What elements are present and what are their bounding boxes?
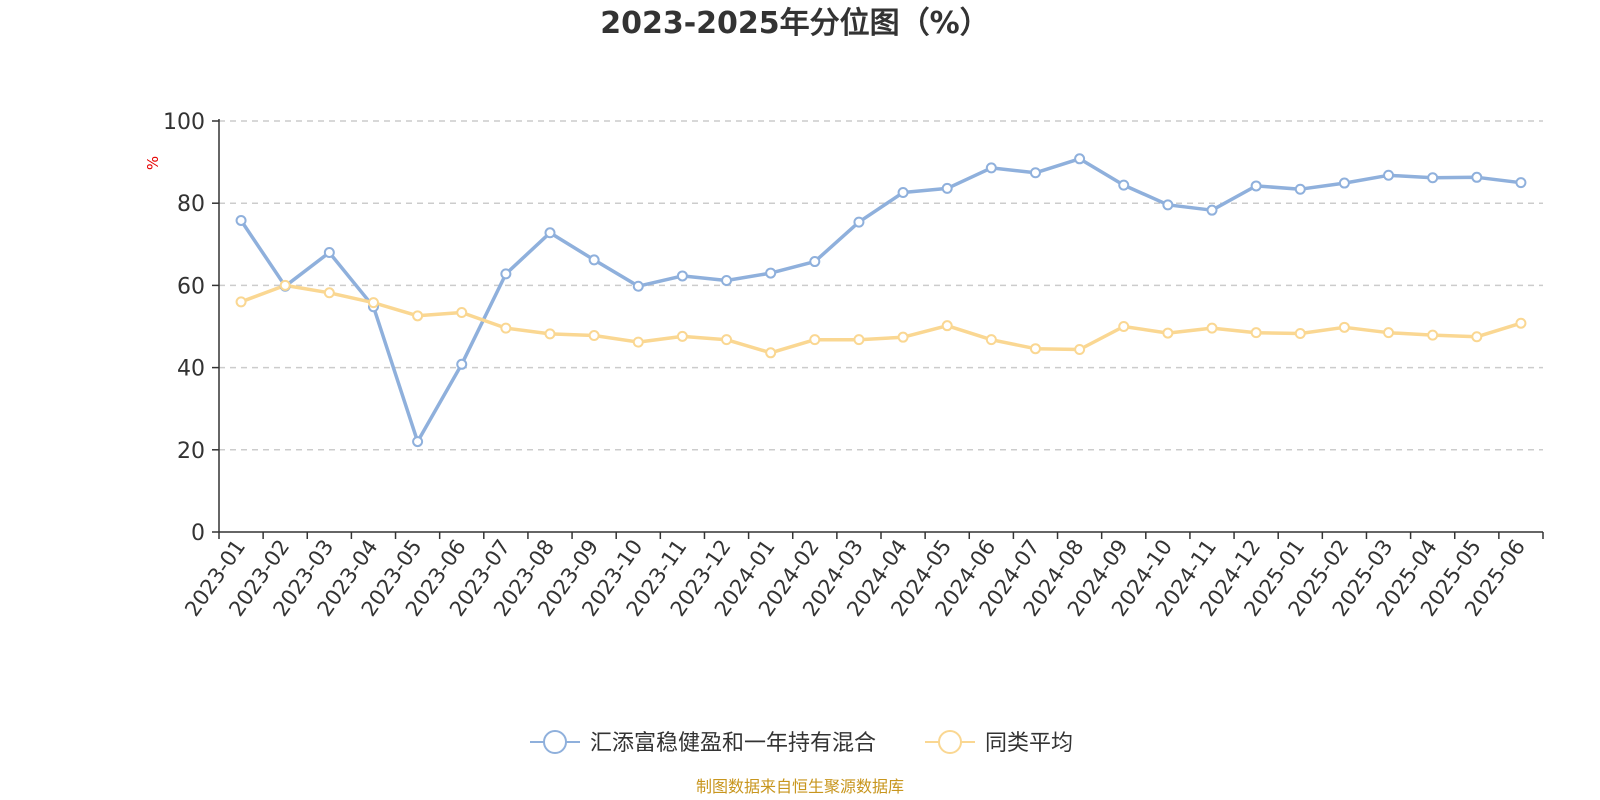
data-point-0[interactable] <box>897 187 909 199</box>
data-point-0[interactable] <box>676 270 688 282</box>
data-point-0[interactable] <box>1162 199 1174 211</box>
data-point-1[interactable] <box>500 322 512 334</box>
data-point-0[interactable] <box>412 436 424 448</box>
y-axis-unit: % <box>144 156 162 170</box>
data-point-1[interactable] <box>765 347 777 359</box>
data-point-0[interactable] <box>588 254 600 266</box>
data-point-1[interactable] <box>1162 327 1174 339</box>
data-point-0[interactable] <box>941 182 953 194</box>
data-point-1[interactable] <box>1515 317 1527 329</box>
data-point-1[interactable] <box>1206 322 1218 334</box>
data-point-1[interactable] <box>1118 321 1130 332</box>
data-point-0[interactable] <box>1427 172 1439 184</box>
data-point-1[interactable] <box>279 279 291 291</box>
data-point-0[interactable] <box>1074 153 1086 165</box>
y-tick-label: 60 <box>177 274 205 299</box>
data-point-0[interactable] <box>1118 179 1130 191</box>
data-point-0[interactable] <box>235 214 247 226</box>
data-point-1[interactable] <box>632 336 644 348</box>
data-point-0[interactable] <box>1338 177 1350 189</box>
legend-circle-marker <box>938 730 962 754</box>
grid-lines <box>219 120 1543 451</box>
chart-title: 2023-2025年分位图（%） <box>600 6 990 41</box>
data-point-1[interactable] <box>367 297 379 309</box>
data-point-0[interactable] <box>323 247 335 259</box>
series-line-0 <box>239 157 1522 444</box>
data-point-1[interactable] <box>1074 344 1086 356</box>
y-tick-label: 80 <box>177 192 205 217</box>
data-point-1[interactable] <box>544 328 556 340</box>
data-point-0[interactable] <box>1515 177 1527 189</box>
series-lines <box>239 157 1522 444</box>
data-point-1[interactable] <box>235 296 247 308</box>
data-point-0[interactable] <box>1250 180 1262 192</box>
data-point-0[interactable] <box>500 268 512 280</box>
data-point-1[interactable] <box>588 330 600 342</box>
legend-item-1[interactable]: 同类平均 <box>925 730 1073 756</box>
y-tick-label: 20 <box>177 439 205 464</box>
data-point-1[interactable] <box>985 334 997 346</box>
legend-item-0[interactable]: 汇添富稳健盈和一年持有混合 <box>530 730 876 756</box>
data-point-0[interactable] <box>1029 167 1041 179</box>
data-point-0[interactable] <box>544 227 556 239</box>
legend-label: 同类平均 <box>985 731 1073 756</box>
data-point-1[interactable] <box>1250 327 1262 339</box>
data-point-1[interactable] <box>897 331 909 343</box>
data-point-0[interactable] <box>632 280 644 292</box>
data-point-0[interactable] <box>809 256 821 268</box>
data-point-1[interactable] <box>1471 331 1483 343</box>
data-point-0[interactable] <box>1471 171 1483 183</box>
series-points <box>235 153 1527 448</box>
data-point-0[interactable] <box>1206 204 1218 216</box>
data-point-1[interactable] <box>1029 343 1041 355</box>
data-point-1[interactable] <box>1338 321 1350 333</box>
data-point-1[interactable] <box>721 334 733 346</box>
legend[interactable]: 汇添富稳健盈和一年持有混合 同类平均 <box>530 730 1073 756</box>
data-point-0[interactable] <box>853 216 865 228</box>
data-point-0[interactable] <box>1294 183 1306 195</box>
data-point-1[interactable] <box>676 330 688 342</box>
x-axis-ticks: 2023-012023-022023-032023-042023-052023-… <box>180 532 1544 621</box>
data-point-1[interactable] <box>1383 327 1395 339</box>
series-line-1 <box>240 283 1522 355</box>
data-point-1[interactable] <box>853 334 865 346</box>
data-point-1[interactable] <box>412 310 424 322</box>
data-point-1[interactable] <box>1427 329 1439 341</box>
y-tick-label: 40 <box>177 357 205 382</box>
source-note: 制图数据来自恒生聚源数据库 <box>696 777 904 796</box>
data-point-0[interactable] <box>721 274 733 286</box>
data-point-0[interactable] <box>1383 169 1395 181</box>
legend-circle-marker <box>543 730 567 754</box>
data-point-0[interactable] <box>456 358 468 370</box>
data-point-0[interactable] <box>765 267 777 279</box>
data-point-1[interactable] <box>809 334 821 346</box>
data-point-1[interactable] <box>456 307 468 319</box>
y-tick-label: 0 <box>191 521 205 546</box>
data-point-1[interactable] <box>323 287 335 299</box>
data-point-0[interactable] <box>985 162 997 174</box>
y-axis-ticks: 0 20 40 60 80 100 <box>163 110 219 546</box>
data-point-1[interactable] <box>1294 327 1306 339</box>
data-point-1[interactable] <box>941 320 953 332</box>
legend-label: 汇添富稳健盈和一年持有混合 <box>590 731 876 756</box>
y-tick-label: 100 <box>163 110 205 135</box>
